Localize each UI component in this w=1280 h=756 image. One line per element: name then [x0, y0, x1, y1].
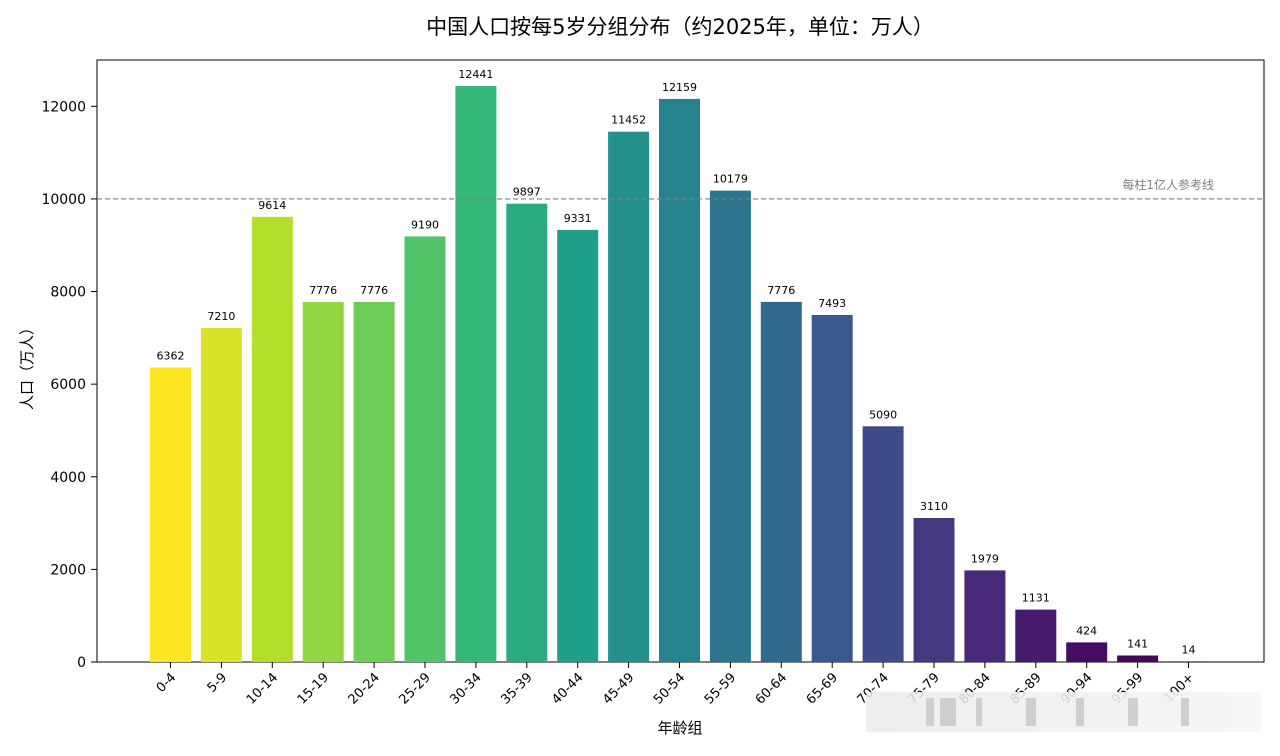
y-tick-label: 0 — [77, 655, 86, 671]
watermark-mark — [940, 698, 956, 726]
bar-70-74 — [862, 426, 904, 662]
bar-value-label: 10179 — [713, 173, 748, 186]
x-tick-label: 0-4 — [154, 670, 180, 696]
bar-value-label: 9190 — [411, 218, 439, 231]
x-tick-label: 35-39 — [498, 670, 535, 707]
bar-80-84 — [964, 570, 1006, 662]
bar-5-9 — [200, 328, 242, 662]
bar-value-label: 6362 — [157, 349, 185, 362]
bar-value-label: 11452 — [611, 114, 646, 127]
x-tick-label: 45-49 — [600, 670, 637, 707]
x-tick-label: 5-9 — [205, 670, 231, 696]
bar-40-44 — [557, 229, 599, 662]
bar-60-64 — [760, 301, 802, 662]
reference-line-label: 每柱1亿人参考线 — [1122, 177, 1214, 192]
y-tick-label: 4000 — [50, 470, 86, 486]
bar-value-label: 5090 — [869, 408, 897, 421]
bar-85-89 — [1015, 609, 1057, 662]
x-tick-label: 40-44 — [549, 670, 586, 707]
bar-65-69 — [811, 315, 853, 662]
x-axis-title: 年龄组 — [657, 719, 702, 737]
bar-50-54 — [659, 98, 700, 662]
bar-value-label: 7776 — [309, 284, 337, 297]
bar-30-34 — [455, 85, 497, 662]
bar-labels-group: 6362 7210 9614 7776 7776 9190 12441 9897 9331 114… — [157, 68, 1196, 657]
bars-group — [150, 85, 1209, 663]
watermark-mark — [1026, 698, 1036, 726]
bar-0-4 — [150, 367, 191, 662]
bar-95-99 — [1117, 655, 1159, 662]
y-tick-label: 12000 — [41, 99, 86, 115]
bar-45-49 — [608, 131, 650, 662]
bar-10-14 — [251, 216, 293, 663]
watermark-overlay — [866, 692, 1261, 732]
bar-value-label: 1979 — [971, 552, 999, 565]
watermark-mark — [976, 698, 982, 726]
bar-20-24 — [353, 301, 395, 662]
bar-value-label: 141 — [1127, 638, 1148, 651]
y-axis-title: 人口（万人） — [18, 320, 36, 410]
bar-value-label: 14 — [1182, 643, 1196, 656]
bar-55-59 — [709, 190, 751, 662]
x-tick-label: 55-59 — [702, 670, 739, 707]
bar-35-39 — [506, 203, 548, 662]
watermark-mark — [1181, 698, 1189, 726]
bar-25-29 — [404, 236, 446, 662]
watermark-mark — [1076, 698, 1084, 726]
x-tick-label: 25-29 — [397, 670, 434, 707]
bar-value-label: 12441 — [458, 68, 493, 81]
bar-75-79 — [913, 518, 955, 662]
bar-value-label: 7210 — [207, 310, 235, 323]
bar-value-label: 9331 — [564, 212, 592, 225]
y-axis: 0 2000 4000 6000 8000 10000 12000 — [41, 99, 97, 671]
y-tick-label: 2000 — [50, 562, 86, 578]
bar-value-label: 3110 — [920, 500, 948, 513]
watermark-mark — [926, 698, 934, 726]
x-tick-label: 15-19 — [295, 670, 332, 707]
y-tick-label: 6000 — [50, 377, 86, 393]
x-tick-label: 65-69 — [804, 670, 841, 707]
x-tick-label: 20-24 — [346, 670, 383, 707]
bar-value-label: 7776 — [767, 284, 795, 297]
x-tick-label: 50-54 — [651, 670, 688, 707]
x-tick-label: 60-64 — [753, 670, 790, 707]
bar-value-label: 424 — [1076, 624, 1097, 637]
x-tick-label: 10-14 — [244, 670, 281, 707]
chart-title: 中国人口按每5岁分组分布（约2025年，单位：万人） — [426, 15, 934, 39]
bar-90-94 — [1066, 642, 1108, 662]
bar-value-label: 7493 — [818, 297, 846, 310]
bar-value-label: 9614 — [258, 199, 286, 212]
bar-100+ — [1168, 661, 1209, 662]
bar-value-label: 1131 — [1022, 592, 1050, 605]
y-tick-label: 8000 — [50, 285, 86, 301]
y-tick-label: 10000 — [41, 192, 86, 208]
watermark-mark — [1128, 698, 1138, 726]
x-tick-label: 30-34 — [447, 670, 484, 707]
bar-value-label: 7776 — [360, 284, 388, 297]
bar-15-19 — [302, 301, 344, 662]
bar-value-label: 9897 — [513, 186, 541, 199]
bar-value-label: 12159 — [662, 81, 697, 94]
